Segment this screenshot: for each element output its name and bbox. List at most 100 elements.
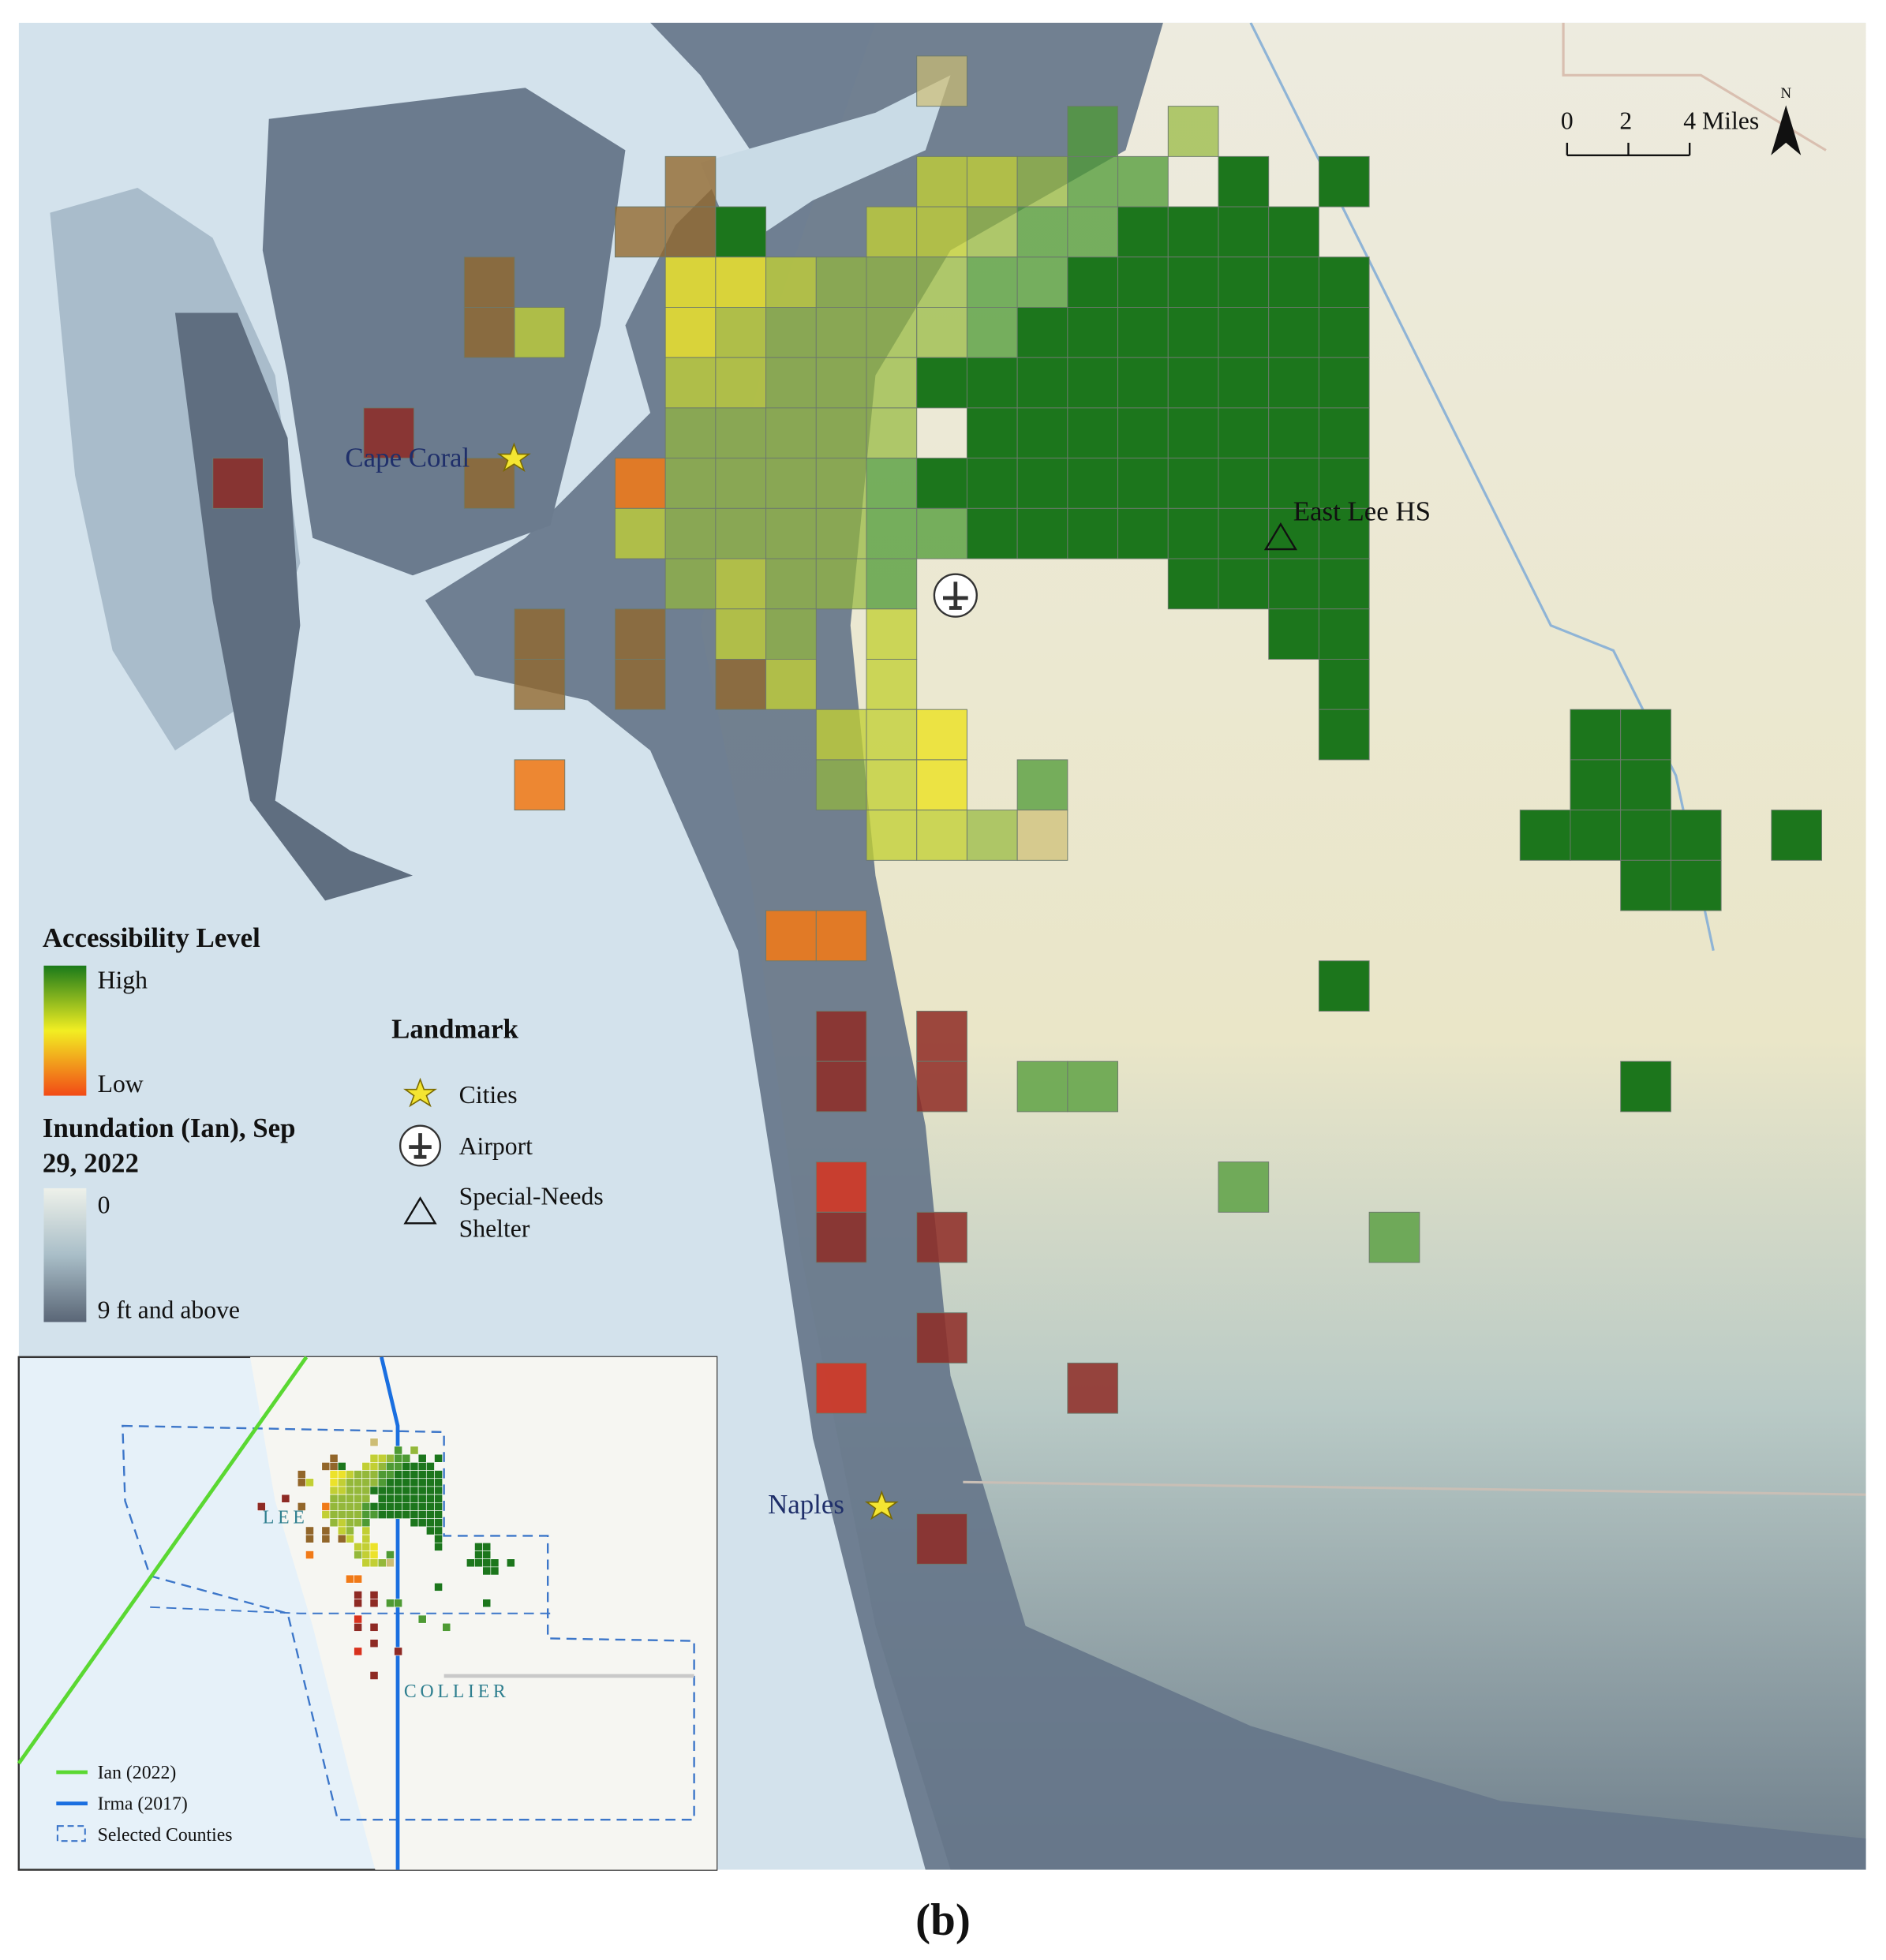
grid-cell [321, 1526, 331, 1535]
inset-legend-box [56, 1825, 86, 1842]
grid-cell [394, 1510, 403, 1520]
grid-cell [1167, 206, 1219, 258]
grid-cell [354, 1574, 363, 1584]
grid-cell [614, 507, 666, 559]
grid-cell [1670, 859, 1722, 911]
grid-cell [394, 1502, 403, 1511]
scale-label: 0 [1561, 107, 1574, 134]
base-map [18, 22, 1866, 1870]
grid-cell [916, 709, 967, 761]
grid-cell [815, 307, 867, 358]
grid-cell [916, 55, 967, 107]
grid-cell [1167, 407, 1219, 459]
grid-cell [916, 1312, 967, 1363]
grid-cell [916, 206, 967, 258]
grid-cell [815, 558, 867, 610]
grid-cell [1067, 106, 1119, 157]
grid-cell [815, 1362, 867, 1414]
grid-cell [297, 1470, 306, 1479]
grid-cell [212, 458, 264, 509]
grid-cell [354, 1542, 363, 1551]
grid-cell [369, 1453, 379, 1463]
grid-cell [1016, 458, 1068, 509]
grid-cell [1771, 810, 1823, 861]
grid-cell [354, 1478, 363, 1487]
grid-cell [369, 1558, 379, 1568]
scale-label: 2 [1619, 107, 1632, 134]
grid-cell [474, 1550, 483, 1559]
grid-cell [337, 1534, 346, 1543]
grid-cell [434, 1518, 443, 1528]
grid-cell [916, 507, 967, 559]
legend-label: High [98, 966, 148, 993]
grid-cell [1016, 256, 1068, 308]
grid-cell [664, 558, 717, 610]
grid-cell [386, 1462, 395, 1471]
grid-cell [1268, 407, 1319, 459]
grid-cell [1218, 1161, 1270, 1213]
grid-cell [1117, 155, 1169, 208]
grid-cell [386, 1486, 395, 1495]
grid-cell [966, 458, 1018, 509]
grid-cell [1167, 558, 1219, 610]
grid-cell [1620, 810, 1671, 861]
grid-cell [1318, 608, 1370, 660]
legend-shelter [403, 1196, 437, 1225]
grid-cell [614, 659, 666, 710]
grid-cell [377, 1486, 387, 1495]
grid-cell [369, 1462, 379, 1471]
grid-cell [765, 307, 817, 358]
grid-cell [1519, 810, 1571, 861]
grid-cell [394, 1494, 403, 1503]
grid-cell [410, 1470, 419, 1479]
grid-cell [490, 1558, 500, 1568]
grid-cell [1016, 307, 1068, 358]
grid-cell [1016, 759, 1068, 811]
grid-cell [369, 1671, 379, 1680]
grid-cell [361, 1510, 371, 1520]
grid-cell [434, 1478, 443, 1487]
grid-cell [369, 1639, 379, 1648]
grid-cell [386, 1453, 395, 1463]
grid-cell [664, 407, 717, 459]
grid-cell [1268, 307, 1319, 358]
grid-cell [815, 709, 867, 761]
grid-cell [866, 709, 918, 761]
grid-cell [305, 1478, 314, 1487]
grid-cell [715, 407, 767, 459]
grid-cell [354, 1614, 363, 1624]
grid-cell [369, 1550, 379, 1559]
grid-cell [377, 1453, 387, 1463]
grid-cell [394, 1453, 403, 1463]
grid-cell [297, 1502, 306, 1511]
grid-cell [815, 357, 867, 409]
grid-cell [1218, 458, 1270, 509]
grid-cell [1167, 507, 1219, 559]
grid-cell [1218, 507, 1270, 559]
grid-cell [361, 1558, 371, 1568]
grid-cell [354, 1510, 363, 1520]
ian-track [17, 1356, 309, 1765]
grid-cell [815, 1161, 867, 1213]
grid-cell [1218, 256, 1270, 308]
grid-cell [715, 256, 767, 308]
grid-cell [361, 1534, 371, 1543]
grid-cell [916, 155, 967, 208]
grid-cell [966, 307, 1018, 358]
road [1562, 22, 1827, 151]
grid-cell [361, 1486, 371, 1495]
grid-cell [394, 1470, 403, 1479]
grid-cell [1570, 810, 1622, 861]
grid-cell [386, 1502, 395, 1511]
grid-cell [386, 1470, 395, 1479]
grid-cell [463, 307, 515, 358]
legend-label: Airport [459, 1132, 533, 1160]
grid-cell [369, 1470, 379, 1479]
grid-cell [354, 1494, 363, 1503]
grid-cell [417, 1502, 427, 1511]
grid-cell [354, 1470, 363, 1479]
grid-cell [1620, 759, 1671, 811]
grid-cell [1268, 608, 1319, 660]
legend-title: Accessibility Level [43, 922, 260, 953]
grid-cell [1117, 307, 1169, 358]
